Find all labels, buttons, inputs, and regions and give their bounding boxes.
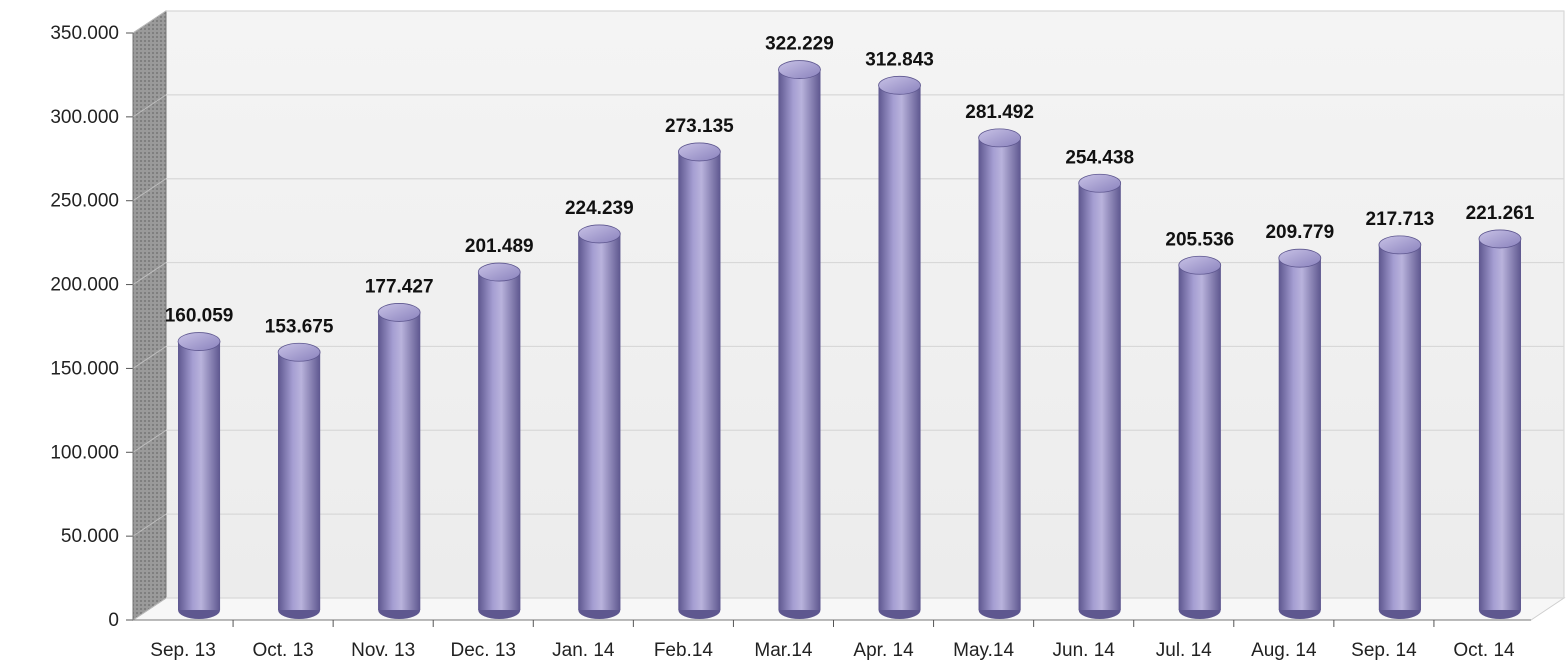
data-label: 221.261 bbox=[1466, 203, 1535, 224]
gridline-diagonal bbox=[132, 429, 167, 453]
data-label: 224.239 bbox=[565, 198, 634, 219]
x-tick-label: Jul. 14 bbox=[1156, 640, 1212, 661]
x-axis: Sep. 13 Oct. 13 Nov. 13 Dec. 13 Jan. 14 Feb.1… bbox=[150, 620, 1515, 661]
bar-front bbox=[178, 341, 221, 610]
x-tick-label: Dec. 13 bbox=[451, 640, 516, 661]
back-wall bbox=[165, 10, 1565, 599]
data-label: 209.779 bbox=[1265, 222, 1334, 243]
y-tick-label: 300.000 bbox=[50, 107, 119, 128]
x-tick-label: Feb.14 bbox=[654, 640, 714, 661]
bar-front bbox=[378, 312, 421, 610]
bar-cap bbox=[177, 332, 221, 351]
gridline-diagonal bbox=[132, 597, 167, 621]
y-axis: 0 50.000 100.000 150.000 200.000 250.000 300.0… bbox=[50, 23, 1531, 631]
bar-front bbox=[578, 233, 621, 610]
bar bbox=[878, 75, 921, 619]
data-label: 201.489 bbox=[465, 236, 534, 257]
side-wall bbox=[132, 10, 167, 621]
y-tick-label: 50.000 bbox=[61, 526, 119, 547]
x-tick-label: Jan. 14 bbox=[552, 640, 615, 661]
bar-cap bbox=[477, 262, 521, 282]
plot-wall bbox=[131, 10, 1566, 621]
data-label: 312.843 bbox=[865, 49, 934, 70]
bar-cap bbox=[1278, 248, 1322, 268]
gridline-diagonal bbox=[132, 94, 167, 118]
bar-cap bbox=[1478, 229, 1522, 249]
bar-front bbox=[678, 151, 721, 611]
bar-front bbox=[878, 85, 921, 610]
x-tick-label: Jun. 14 bbox=[1053, 640, 1116, 661]
x-tick-label: Aug. 14 bbox=[1251, 640, 1317, 661]
data-label: 254.438 bbox=[1065, 147, 1134, 168]
gridline-diagonal bbox=[132, 346, 167, 369]
data-label: 217.713 bbox=[1366, 209, 1435, 230]
bar-front bbox=[978, 137, 1021, 610]
bar bbox=[177, 332, 221, 619]
gridline-diagonal bbox=[132, 10, 167, 34]
bar-front bbox=[478, 272, 521, 610]
bar-cap bbox=[1078, 173, 1122, 193]
bar-cap bbox=[277, 342, 321, 362]
bar bbox=[1478, 229, 1522, 619]
bars bbox=[177, 60, 1522, 619]
gridline-diagonal bbox=[132, 513, 167, 537]
bar-front bbox=[1278, 258, 1321, 610]
x-tick-label: Oct. 13 bbox=[252, 640, 313, 661]
bar bbox=[1378, 235, 1422, 619]
data-label: 281.492 bbox=[965, 102, 1034, 123]
y-tick-label: 100.000 bbox=[50, 442, 119, 463]
x-tick-label: Nov. 13 bbox=[351, 640, 415, 661]
x-tick-label: Sep. 13 bbox=[150, 640, 216, 661]
bar bbox=[1278, 248, 1322, 619]
y-tick-label: 150.000 bbox=[50, 358, 119, 379]
bar bbox=[577, 224, 621, 619]
bar bbox=[677, 142, 721, 619]
bar-front bbox=[1178, 265, 1221, 610]
y-tick-label: 350.000 bbox=[50, 23, 119, 44]
bar bbox=[1078, 173, 1122, 619]
bar-front bbox=[1478, 238, 1521, 610]
bar bbox=[978, 128, 1022, 619]
bar bbox=[277, 342, 321, 619]
x-tick-label: Oct. 14 bbox=[1453, 640, 1515, 661]
bar bbox=[477, 262, 521, 619]
gridline-diagonal bbox=[132, 262, 167, 285]
data-label: 273.135 bbox=[665, 116, 734, 137]
bar-cap bbox=[878, 75, 921, 95]
bar bbox=[1178, 255, 1222, 619]
bar-front bbox=[278, 352, 321, 610]
data-label: 322.229 bbox=[765, 34, 834, 55]
bar-cap bbox=[778, 60, 821, 79]
data-label: 205.536 bbox=[1165, 229, 1234, 250]
bar-cap bbox=[978, 128, 1022, 148]
x-tick-label: Sep. 14 bbox=[1351, 640, 1417, 661]
data-labels: 160.059 153.675 177.427 201.489 224.239 273.1… bbox=[165, 34, 1535, 338]
y-tick-label: 0 bbox=[108, 610, 119, 631]
x-tick-label: Apr. 14 bbox=[853, 640, 914, 661]
gridline-diagonal bbox=[132, 178, 167, 202]
bar bbox=[377, 303, 421, 619]
bar-cap bbox=[377, 303, 421, 322]
bar-cap bbox=[1178, 255, 1222, 275]
bar-front bbox=[1078, 183, 1121, 610]
data-label: 177.427 bbox=[365, 276, 434, 297]
bar bbox=[778, 60, 821, 619]
bar-cap bbox=[1378, 235, 1422, 255]
bar-cap bbox=[577, 224, 621, 244]
bar-front bbox=[1378, 244, 1421, 610]
bar-front bbox=[778, 69, 821, 611]
bar-cap bbox=[677, 142, 721, 162]
x-tick-label: May.14 bbox=[953, 640, 1014, 661]
floor bbox=[131, 597, 1566, 621]
x-tick-label: Mar.14 bbox=[754, 640, 813, 661]
data-label: 160.059 bbox=[165, 306, 234, 327]
y-tick-label: 200.000 bbox=[50, 275, 119, 296]
y-tick-label: 250.000 bbox=[50, 191, 119, 212]
data-label: 153.675 bbox=[265, 316, 334, 337]
